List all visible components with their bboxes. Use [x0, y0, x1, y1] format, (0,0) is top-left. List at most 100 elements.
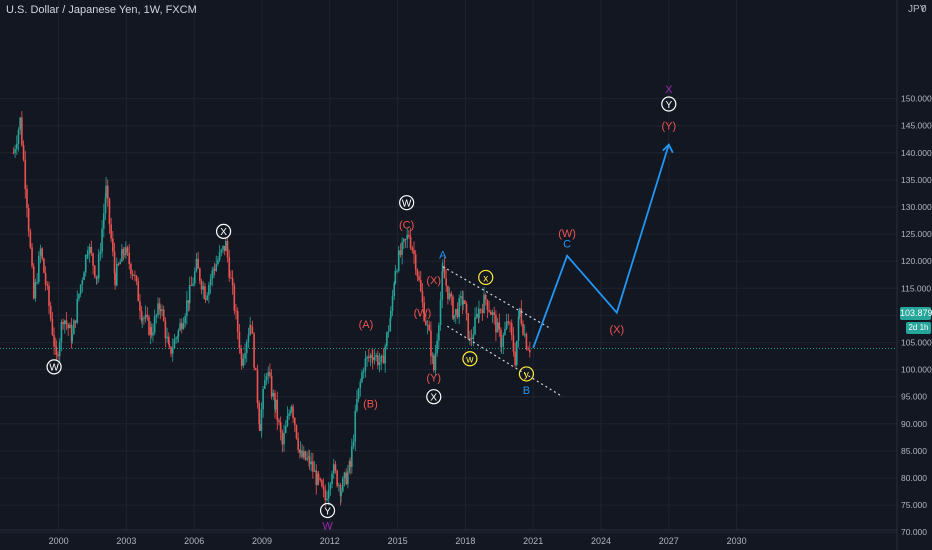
- y-tick-label: 130.000: [901, 202, 932, 212]
- candle-body: [93, 265, 96, 277]
- candle-body: [230, 277, 232, 279]
- wave-label: w: [465, 355, 474, 366]
- candle-body: [113, 251, 116, 274]
- candle-body: [389, 318, 392, 332]
- candle-body: [502, 334, 505, 347]
- candle-body: [356, 399, 358, 411]
- candle-body: [338, 485, 340, 486]
- candle-body: [26, 189, 28, 209]
- candle-body: [46, 284, 49, 286]
- candle-body: [236, 311, 239, 332]
- candle-body: [281, 432, 284, 445]
- candle-body: [340, 491, 342, 497]
- candle-body: [517, 316, 520, 341]
- zero-label: 0: [921, 4, 927, 15]
- chart-grid: [0, 0, 897, 533]
- symbol-title[interactable]: U.S. Dollar / Japanese Yen, 1W, FXCM: [6, 4, 197, 16]
- candle-body: [148, 316, 150, 335]
- candle-body: [308, 456, 311, 465]
- wave-label: W: [49, 363, 59, 374]
- candle-body: [240, 353, 243, 366]
- candle-body: [175, 337, 177, 340]
- candle-body: [390, 310, 392, 319]
- candle-body: [146, 314, 149, 317]
- wave-label: W: [322, 520, 333, 532]
- candle-body: [486, 299, 489, 311]
- candle-body: [88, 246, 91, 254]
- candle-body: [218, 252, 221, 261]
- candle-body: [95, 276, 98, 279]
- candle-body: [401, 241, 403, 255]
- candle-body: [228, 257, 231, 278]
- candle-body: [409, 236, 412, 248]
- candle-body: [64, 320, 66, 324]
- candle-body: [465, 303, 468, 314]
- candle-body: [295, 425, 298, 439]
- candle-body: [55, 346, 58, 355]
- candle-body: [319, 478, 321, 481]
- y-tick-label: 145.000: [901, 121, 932, 131]
- candle-body: [12, 152, 15, 154]
- candle-body: [90, 246, 93, 254]
- candle-body: [380, 356, 383, 362]
- candle-body: [474, 316, 476, 335]
- candle-body: [439, 299, 442, 326]
- candle-body: [341, 478, 344, 492]
- candle-body: [436, 340, 438, 354]
- candle-body: [441, 271, 444, 300]
- candle-body: [373, 357, 376, 361]
- candle-body: [272, 392, 275, 397]
- candle-body: [105, 185, 107, 198]
- candle-body: [103, 213, 105, 229]
- candle-body: [269, 372, 271, 376]
- candle-body: [249, 324, 252, 328]
- candle-body: [231, 278, 234, 286]
- projection-path[interactable]: [532, 144, 670, 349]
- candle-body: [384, 346, 386, 364]
- y-tick-label: 125.000: [901, 229, 932, 239]
- candle-body: [428, 324, 431, 331]
- candle-body: [177, 336, 179, 338]
- candle-body: [414, 254, 417, 270]
- candle-body: [380, 355, 383, 357]
- channel-line-2[interactable]: [447, 325, 563, 398]
- candle-body: [411, 247, 414, 251]
- candle-body: [426, 324, 429, 326]
- currency-label: JPY: [908, 4, 927, 15]
- candle-body: [48, 285, 50, 306]
- wave-label: (B): [363, 399, 378, 411]
- candle-body: [44, 272, 47, 285]
- candle-body: [144, 314, 147, 319]
- candle-body: [115, 263, 118, 286]
- candle-body: [377, 355, 379, 366]
- candle-body: [279, 421, 282, 433]
- candle-body: [448, 293, 451, 299]
- candle-body: [22, 145, 25, 160]
- candle-body: [29, 231, 32, 248]
- y-tick-label: 105.000: [901, 338, 932, 348]
- candle-body: [97, 254, 100, 279]
- y-tick-label: 70.000: [901, 527, 927, 537]
- wave-label: y: [524, 370, 529, 381]
- drawing-overlays[interactable]: [0, 143, 897, 398]
- candle-body: [192, 283, 194, 286]
- candle-body: [121, 249, 123, 262]
- candle-body: [413, 250, 415, 255]
- candle-body: [139, 301, 141, 312]
- candle-body: [179, 323, 181, 331]
- candle-body: [317, 473, 319, 486]
- candle-body: [119, 261, 121, 265]
- channel-line-1[interactable]: [442, 266, 552, 330]
- candle-body: [73, 320, 75, 335]
- candle-body: [423, 302, 425, 321]
- candle-body: [469, 337, 471, 339]
- candle-body: [62, 322, 64, 324]
- x-tick-label: 2021: [523, 536, 543, 546]
- candle-body: [87, 253, 89, 255]
- candle-body: [193, 271, 196, 284]
- candle-body: [278, 420, 280, 422]
- candle-body: [267, 372, 270, 377]
- wave-label-circle: [215, 223, 232, 239]
